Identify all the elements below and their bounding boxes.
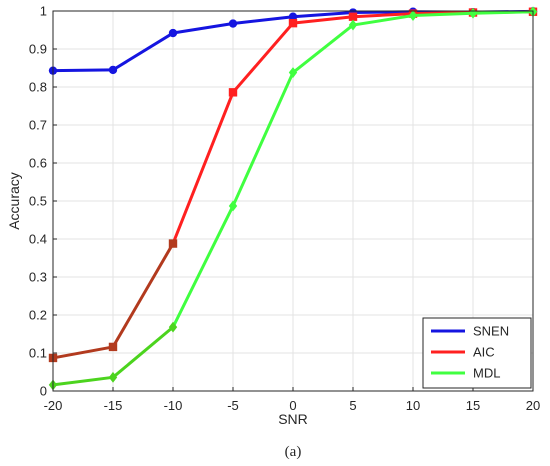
mdl-data-point xyxy=(408,10,418,21)
y-axis-label: Accuracy xyxy=(6,172,22,230)
mdl-data-point xyxy=(108,371,118,383)
axis-ticks: -20 -15 -10 -5 0 5 10 15 20 0 0.1 0.2 0.3 0.4 0.5 0.6 0.… xyxy=(29,4,540,414)
x-tick-label: -20 xyxy=(44,398,63,413)
snen-line-segment xyxy=(231,15,295,26)
mdl-data-point xyxy=(228,200,238,212)
y-tick-label: 0.1 xyxy=(29,346,47,361)
snen-data-point xyxy=(168,28,178,38)
legend: SNEN AIC MDL xyxy=(422,317,532,389)
snen-data-point xyxy=(288,12,298,21)
mdl-line-segment xyxy=(51,375,115,387)
snen-line-segment xyxy=(171,22,235,35)
plot-series xyxy=(48,6,538,391)
y-tick-label: 0.7 xyxy=(29,118,47,133)
snen-line-segment xyxy=(291,11,355,19)
x-tick-label: -10 xyxy=(164,398,183,413)
aic-data-point xyxy=(108,342,118,352)
legend-label-aic: AIC xyxy=(473,345,495,360)
mdl-line-segment xyxy=(291,23,355,75)
y-tick-label: 0.8 xyxy=(29,80,47,95)
aic-data-point xyxy=(228,88,238,97)
snen-data-point xyxy=(108,65,118,75)
aic-data-point xyxy=(288,18,298,28)
x-tick-label: 5 xyxy=(349,398,356,413)
x-axis-label: SNR xyxy=(278,411,308,427)
y-tick-label: 0.3 xyxy=(29,270,47,285)
mdl-line-segment xyxy=(171,204,235,329)
y-tick-label: 0 xyxy=(40,384,47,399)
aic-line-segment xyxy=(171,90,235,246)
aic-line-segment xyxy=(231,21,295,94)
aic-line-segment xyxy=(51,345,115,360)
aic-line-segment xyxy=(291,15,355,25)
snen-data-point xyxy=(228,19,238,28)
y-tick-label: 0.5 xyxy=(29,194,47,209)
mdl-line-segment xyxy=(231,71,295,208)
y-tick-label: 0.9 xyxy=(29,42,47,57)
x-tick-label: 15 xyxy=(466,398,480,413)
y-tick-label: 0.4 xyxy=(29,232,47,247)
figure-caption: (a) xyxy=(285,444,302,460)
mdl-line-segment xyxy=(471,10,535,15)
snen-line-segment xyxy=(51,68,115,73)
mdl-data-point xyxy=(288,67,298,78)
x-tick-label: 20 xyxy=(526,398,540,413)
y-tick-label: 0.2 xyxy=(29,308,47,323)
legend-label-mdl: MDL xyxy=(473,366,500,381)
y-tick-label: 0.6 xyxy=(29,156,47,171)
y-tick-label: 1 xyxy=(40,4,47,19)
snen-line-segment xyxy=(351,10,415,15)
mdl-data-point xyxy=(168,321,178,333)
snen-line-segment xyxy=(111,31,175,72)
mdl-line-segment xyxy=(411,11,475,18)
aic-line-segment xyxy=(351,12,415,19)
x-tick-label: -5 xyxy=(227,398,239,413)
mdl-line-segment xyxy=(351,14,415,27)
mdl-line-segment xyxy=(111,325,175,379)
aic-data-point xyxy=(348,12,358,21)
aic-data-point xyxy=(168,239,178,248)
x-tick-label: -15 xyxy=(104,398,123,413)
x-tick-label: 0 xyxy=(289,398,296,413)
x-tick-label: 10 xyxy=(406,398,420,413)
aic-line-segment xyxy=(111,242,175,349)
legend-label-snen: SNEN xyxy=(473,324,509,339)
mdl-data-point xyxy=(348,19,358,31)
